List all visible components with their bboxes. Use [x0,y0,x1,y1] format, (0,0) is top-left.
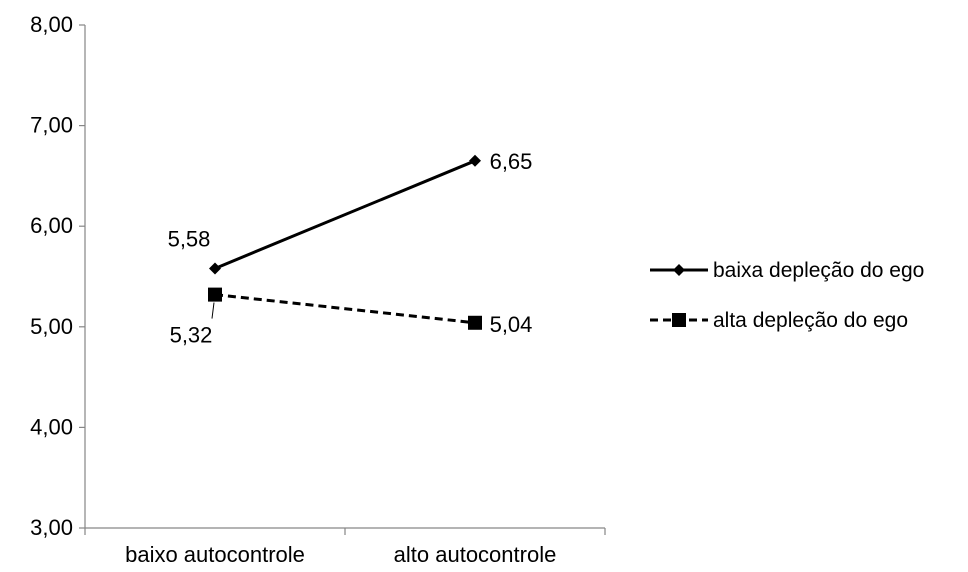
series-1 [209,154,481,275]
y-tick-label: 3,00 [30,515,73,540]
label-leader-line [211,302,215,319]
x-tick-label: baixo autocontrole [125,542,305,567]
legend-marker-square [672,313,686,327]
data-label: 5,04 [490,312,533,337]
series-line [214,293,476,325]
series-2 [208,287,482,330]
y-tick-label: 5,00 [30,314,73,339]
data-point-square [468,315,482,330]
data-labels: 5,58 6,65 5,32 5,04 [168,149,533,348]
legend: baixa depleção do ego alta depleção do eg… [650,259,924,332]
series-line [214,159,476,270]
y-tick-label: 4,00 [30,414,73,439]
data-point-diamond [209,262,221,275]
legend-marker-diamond [673,264,685,276]
y-tick-label: 7,00 [30,113,73,138]
y-tick-label: 8,00 [30,12,73,37]
legend-item: baixa depleção do ego [650,259,924,282]
legend-label: baixa depleção do ego [713,259,924,282]
series-group [208,154,482,330]
data-label: 5,58 [168,226,211,251]
axes: 3,00 4,00 5,00 6,00 7,00 8,00 baixo autocontro… [30,12,606,567]
legend-label: alta depleção do ego [713,309,908,332]
y-tick-label: 6,00 [30,213,73,238]
legend-item: alta depleção do ego [650,309,908,332]
data-label: 6,65 [490,149,533,174]
data-point-square [208,287,222,302]
data-point-diamond [469,154,481,167]
data-label: 5,32 [170,323,213,348]
x-tick-label: alto autocontrole [394,542,557,567]
